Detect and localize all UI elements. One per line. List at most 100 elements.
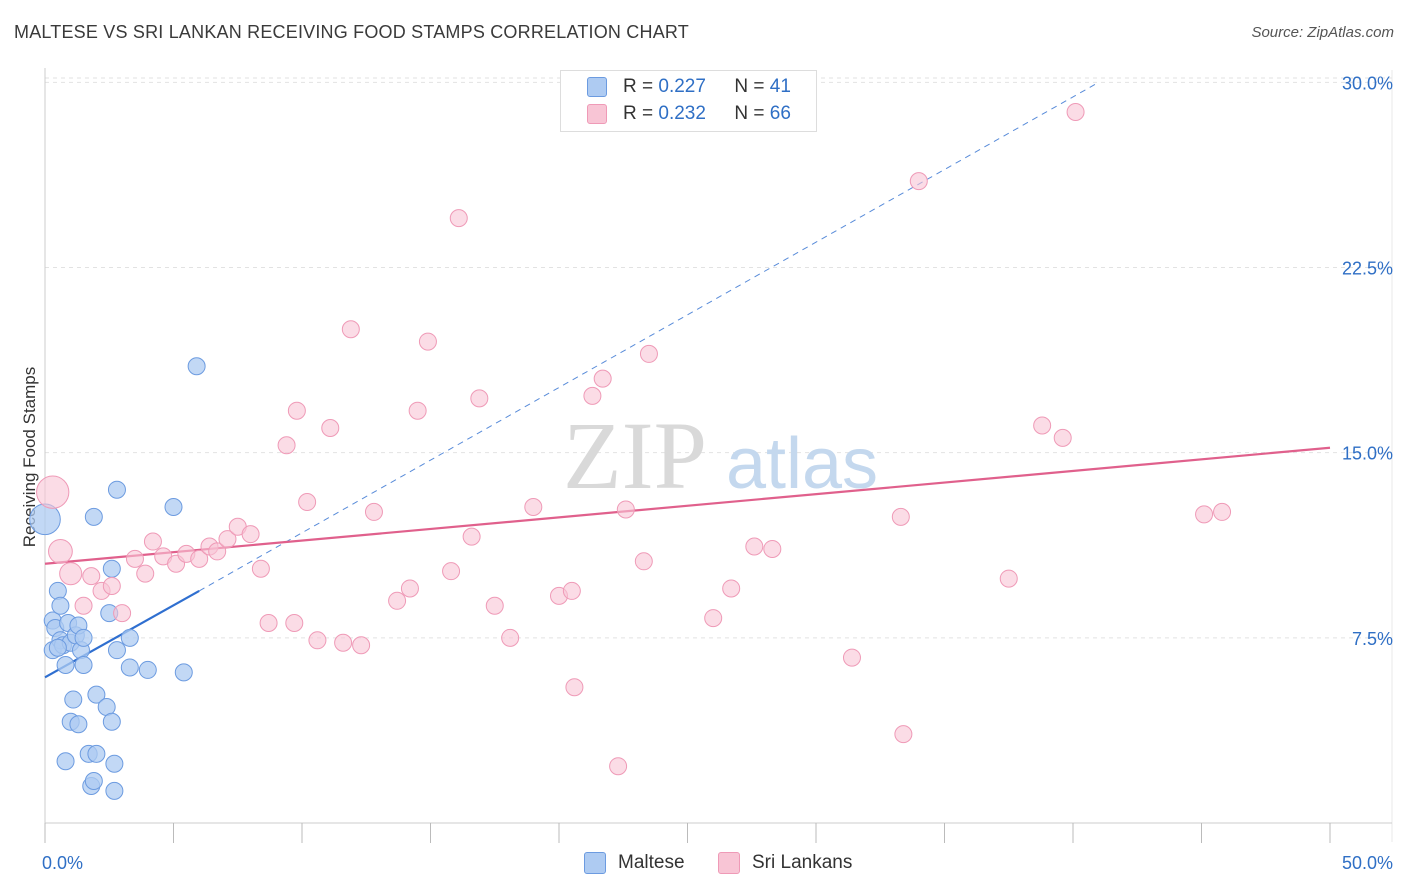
legend-swatch-maltese xyxy=(587,77,607,97)
point-srilankan xyxy=(308,631,327,650)
point-srilankan xyxy=(251,559,270,578)
legend-swatch-srilankan xyxy=(587,104,607,124)
y-tick-label: 30.0% xyxy=(1342,73,1393,93)
legend-n-label: N = xyxy=(734,76,765,97)
legend-row-maltese: R = 0.227 N = 41 xyxy=(587,75,791,99)
watermark: ZIP atlas xyxy=(563,402,878,509)
bottom-legend-maltese: Maltese xyxy=(584,852,685,874)
legend-n-label: N = xyxy=(734,103,765,124)
point-maltese xyxy=(74,655,93,674)
point-srilankan xyxy=(639,344,658,363)
point-srilankan xyxy=(501,628,520,647)
point-srilankan xyxy=(562,581,581,600)
point-srilankan xyxy=(891,507,910,526)
legend-r-value-maltese: 0.227 xyxy=(658,76,706,97)
point-srilankan xyxy=(842,648,861,667)
point-srilankan xyxy=(1213,502,1232,521)
point-srilankan xyxy=(277,436,296,455)
point-maltese xyxy=(107,480,126,499)
point-maltese xyxy=(56,655,75,674)
legend-r-label: R = xyxy=(623,76,654,97)
point-maltese xyxy=(87,685,106,704)
point-maltese xyxy=(64,690,83,709)
legend-r-value-srilankan: 0.232 xyxy=(658,103,706,124)
tick-labels: 7.5% 15.0% 22.5% 30.0% 0.0% 50.0% xyxy=(42,73,1393,873)
point-srilankan xyxy=(74,596,93,615)
point-srilankan xyxy=(894,725,913,744)
legend-n-value-srilankan: 66 xyxy=(769,103,791,124)
trend-lines xyxy=(44,81,1331,679)
point-srilankan xyxy=(609,757,628,776)
grid-lines xyxy=(45,70,1393,842)
point-maltese xyxy=(48,638,67,657)
point-srilankan xyxy=(1033,416,1052,435)
point-srilankan xyxy=(470,389,489,408)
point-srilankan xyxy=(218,530,237,549)
point-srilankan xyxy=(287,401,306,420)
point-srilankan xyxy=(48,539,73,564)
point-srilankan xyxy=(259,614,278,633)
point-srilankan xyxy=(125,549,144,568)
point-maltese xyxy=(120,658,139,677)
point-srilankan xyxy=(36,475,70,509)
point-srilankan xyxy=(82,567,101,586)
point-srilankan xyxy=(341,320,360,339)
trend-line-srilankan xyxy=(44,446,1331,565)
legend-n-value-maltese: 41 xyxy=(769,76,791,97)
point-maltese xyxy=(69,715,88,734)
point-srilankan xyxy=(763,539,782,558)
point-srilankan xyxy=(190,549,209,568)
point-srilankan xyxy=(616,500,635,519)
point-maltese xyxy=(105,781,124,800)
point-srilankan xyxy=(59,562,83,586)
point-srilankan xyxy=(462,527,481,546)
point-maltese xyxy=(74,628,93,647)
bottom-legend-swatch-maltese xyxy=(584,852,606,874)
point-srilankan xyxy=(583,386,602,405)
source-label: Source: ZipAtlas.com xyxy=(1251,24,1394,41)
point-srilankan xyxy=(334,633,353,652)
axes xyxy=(44,68,1392,843)
bottom-legend-srilankan: Sri Lankans xyxy=(718,852,852,874)
data-points xyxy=(29,102,1232,800)
point-srilankan xyxy=(722,579,741,598)
point-srilankan xyxy=(565,678,584,697)
point-srilankan xyxy=(704,609,723,628)
x-tick-label: 0.0% xyxy=(42,853,83,873)
point-maltese xyxy=(84,507,103,526)
point-maltese xyxy=(187,357,206,376)
point-srilankan xyxy=(136,564,155,583)
point-srilankan xyxy=(524,497,543,516)
point-maltese xyxy=(84,772,103,791)
point-srilankan xyxy=(593,369,612,388)
point-maltese xyxy=(48,581,67,600)
point-srilankan xyxy=(449,209,468,228)
y-tick-label: 7.5% xyxy=(1352,629,1393,649)
point-maltese xyxy=(56,752,75,771)
chart-title: MALTESE VS SRI LANKAN RECEIVING FOOD STA… xyxy=(14,22,689,42)
point-srilankan xyxy=(285,614,304,633)
watermark-atlas: atlas xyxy=(726,424,878,504)
y-tick-label: 22.5% xyxy=(1342,259,1393,279)
point-srilankan xyxy=(418,332,437,351)
point-maltese xyxy=(51,596,70,615)
point-srilankan xyxy=(999,569,1018,588)
point-srilankan xyxy=(1195,505,1214,524)
point-srilankan xyxy=(298,493,317,512)
point-srilankan xyxy=(1053,428,1072,447)
point-srilankan xyxy=(408,401,427,420)
trend-line-maltese-extension xyxy=(198,81,1099,592)
point-srilankan xyxy=(1066,102,1085,121)
legend-row-srilankan: R = 0.232 N = 66 xyxy=(587,102,791,126)
point-srilankan xyxy=(352,636,371,655)
watermark-zip: ZIP xyxy=(563,402,707,509)
point-srilankan xyxy=(745,537,764,556)
point-srilankan xyxy=(241,525,260,544)
point-srilankan xyxy=(364,502,383,521)
point-maltese xyxy=(102,559,121,578)
point-maltese xyxy=(107,641,126,660)
point-srilankan xyxy=(143,532,162,551)
point-srilankan xyxy=(321,418,340,437)
bottom-legend-swatch-srilankan xyxy=(718,852,740,874)
